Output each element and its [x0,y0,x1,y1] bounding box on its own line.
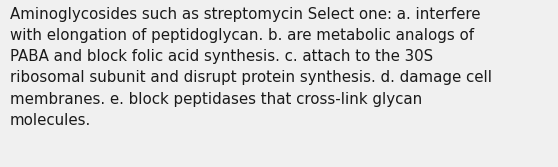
Text: Aminoglycosides such as streptomycin Select one: a. interfere
with elongation of: Aminoglycosides such as streptomycin Sel… [10,7,492,128]
